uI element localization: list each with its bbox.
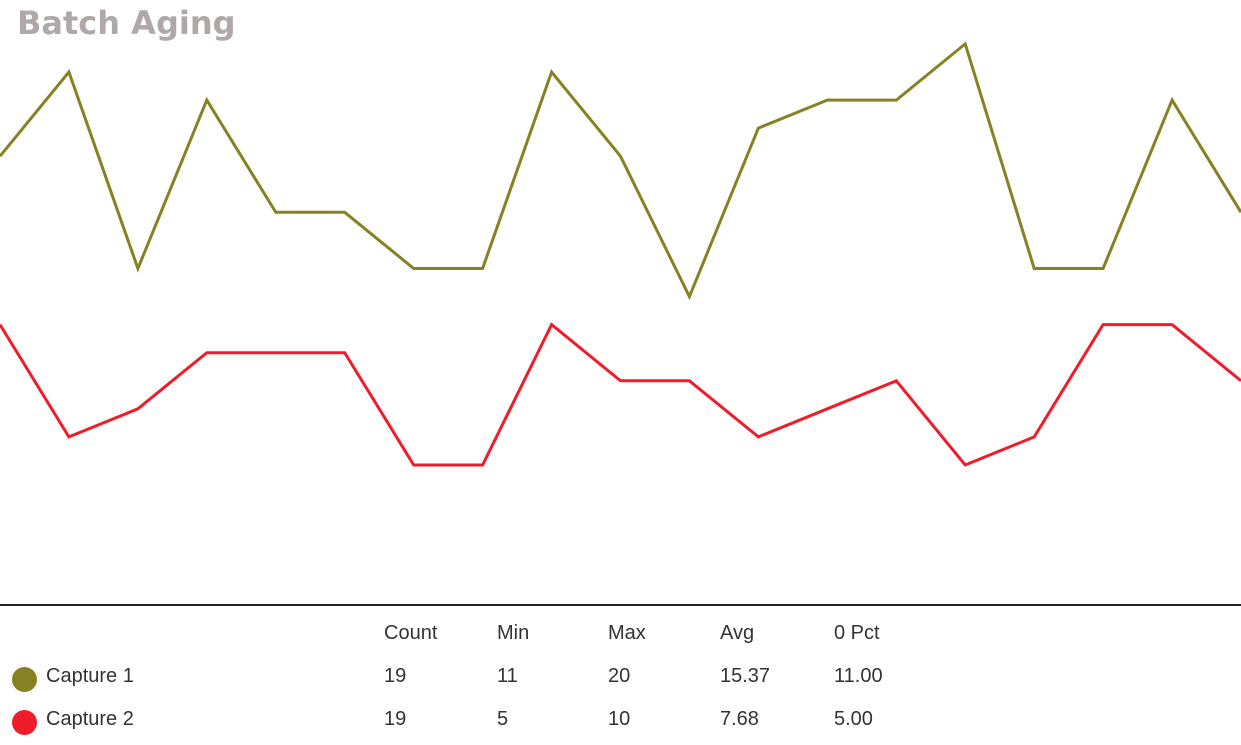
stats-row-capture-1: Capture 1 19 11 20 15.37 11.00 xyxy=(0,665,1241,695)
series-line-2 xyxy=(0,322,1241,467)
stat-max: 20 xyxy=(608,665,631,687)
stat-zero-pct: 11.00 xyxy=(834,665,883,687)
legend-label-capture-1: Capture 1 xyxy=(46,665,134,687)
header-max: Max xyxy=(608,622,646,644)
header-count: Count xyxy=(384,622,438,644)
stat-count: 19 xyxy=(384,665,407,687)
legend-swatch-capture-2 xyxy=(12,710,37,735)
header-min: Min xyxy=(497,622,530,644)
legend-label-capture-2: Capture 2 xyxy=(46,708,134,730)
stat-zero-pct: 5.00 xyxy=(834,708,873,730)
stat-min: 5 xyxy=(497,708,509,730)
stat-avg: 7.68 xyxy=(720,708,759,730)
stat-min: 11 xyxy=(497,665,518,687)
series-line-1 xyxy=(0,41,1241,301)
stats-row-capture-2: Capture 2 19 5 10 7.68 5.00 xyxy=(0,708,1241,738)
header-avg: Avg xyxy=(720,622,755,644)
stat-avg: 15.37 xyxy=(720,665,771,687)
chart-title: Batch Aging xyxy=(17,4,236,42)
stats-header-row: Count Min Max Avg 0 Pct xyxy=(0,622,1241,652)
header-zero-pct: 0 Pct xyxy=(834,622,880,644)
legend-swatch-capture-1 xyxy=(12,667,37,692)
stat-max: 10 xyxy=(608,708,631,730)
series-layer xyxy=(0,41,1241,467)
line-chart xyxy=(0,41,1241,606)
stat-count: 19 xyxy=(384,708,407,730)
